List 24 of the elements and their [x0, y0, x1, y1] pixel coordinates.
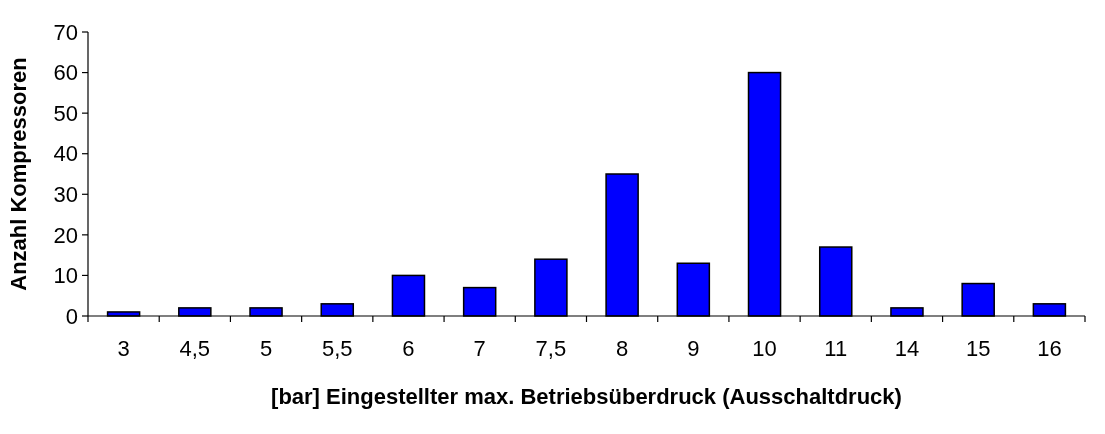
x-tick-label: 5	[259, 336, 273, 361]
y-tick-label: 60	[53, 60, 78, 86]
y-tick-label: 0	[65, 303, 78, 329]
x-tick-label: 7,5	[535, 336, 567, 361]
x-tick-label: 5,5	[321, 336, 353, 361]
x-tick-label: 3	[117, 336, 130, 361]
x-tick-label: 10	[752, 336, 777, 361]
y-axis-title: Anzahl Kompressoren	[6, 57, 31, 291]
x-axis-title: [bar] Eingestellter max. Betriebsüberdruck (Ausschaltdruck)	[271, 384, 902, 409]
y-tick-label: 70	[53, 19, 78, 45]
y-tick-label: 40	[53, 141, 78, 167]
x-tick-label: 9	[687, 336, 700, 361]
x-tick-label: 6	[402, 336, 415, 361]
y-tick-label: 10	[53, 263, 78, 289]
y-tick-label: 20	[53, 222, 78, 248]
x-tick-label: 8	[615, 336, 629, 361]
x-tick-label: 4,5	[179, 336, 211, 361]
x-tick-label: 11	[824, 336, 848, 361]
x-tick-label: 15	[965, 336, 991, 361]
x-tick-label: 14	[894, 336, 920, 361]
y-tick-label: 30	[53, 181, 78, 207]
y-tick-label: 50	[53, 100, 78, 126]
x-tick-label: 16	[1037, 336, 1062, 361]
x-tick-label: 7	[473, 336, 486, 361]
